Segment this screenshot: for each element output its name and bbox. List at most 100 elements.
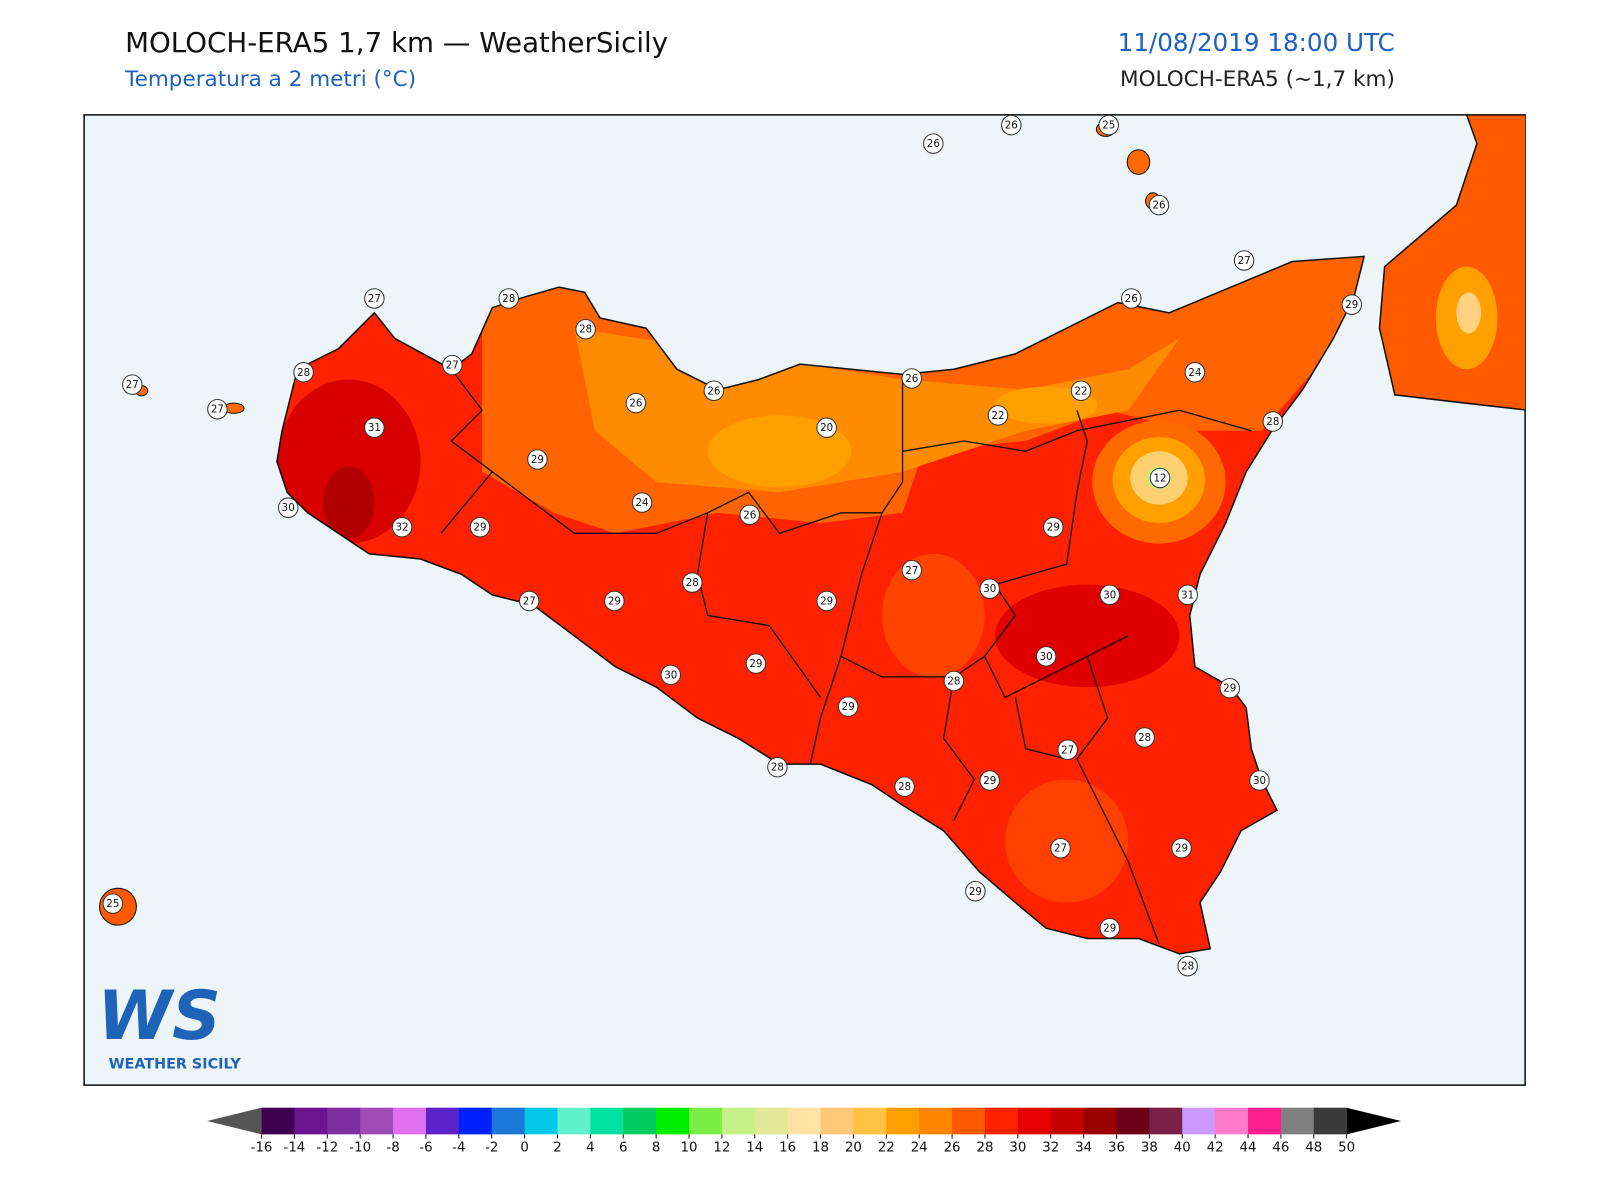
station-value: 29 xyxy=(1103,923,1116,935)
station-marker xyxy=(293,362,314,383)
station-value: 28 xyxy=(297,367,310,379)
station-marker xyxy=(1233,250,1255,271)
colorbar-bin xyxy=(984,1107,1019,1135)
station-value: 27 xyxy=(211,404,224,416)
station-marker xyxy=(391,516,413,538)
colorbar: -16 -14 -12 -10 -8 -6 -4 -2 0 2 4 6 8 10 12 14 16 18 20 22 2… xyxy=(207,1107,1402,1156)
station-value: 28 xyxy=(502,293,515,305)
colorbar-tick-label: 32 xyxy=(1042,1141,1059,1156)
station-value: 26 xyxy=(1125,293,1138,305)
station-value: 28 xyxy=(686,577,699,589)
station-value: 26 xyxy=(707,385,720,397)
colorbar-tick-label: 8 xyxy=(652,1141,660,1156)
station-value: 29 xyxy=(842,701,855,713)
station-marker xyxy=(364,417,385,438)
station-value: 29 xyxy=(969,886,982,898)
colorbar-tick-label: -14 xyxy=(284,1141,306,1156)
station-marker xyxy=(703,380,725,402)
station-value: 29 xyxy=(473,522,486,534)
colorbar-bin xyxy=(1083,1107,1117,1135)
colorbar-tick-label: 34 xyxy=(1075,1141,1092,1156)
station-marker xyxy=(943,670,965,692)
colorbar-tick-label: -16 xyxy=(251,1141,273,1156)
station-marker xyxy=(837,696,859,717)
station-marker xyxy=(816,417,837,438)
station-marker xyxy=(1171,837,1192,859)
station-marker xyxy=(122,374,143,395)
colorbar-tick-label: 30 xyxy=(1009,1141,1026,1156)
colorbar-tick-label: 16 xyxy=(779,1141,796,1156)
colorbar-tick-label: 46 xyxy=(1272,1141,1289,1156)
station-marker xyxy=(745,653,767,674)
station-value: 28 xyxy=(1181,961,1194,973)
station-marker xyxy=(1262,411,1284,432)
station-marker xyxy=(1148,194,1170,216)
colorbar-tick-label: 40 xyxy=(1174,1141,1191,1156)
station-value: 26 xyxy=(905,373,918,385)
station-marker xyxy=(739,504,760,526)
station-value: 29 xyxy=(1223,683,1236,695)
station-marker xyxy=(923,133,944,154)
station-marker xyxy=(682,572,703,593)
station-value: 27 xyxy=(523,596,536,608)
station-marker xyxy=(527,449,548,470)
station-value: 31 xyxy=(368,422,381,434)
colorbar-bin xyxy=(360,1107,394,1135)
colorbar-tick-label: 10 xyxy=(681,1141,698,1156)
station-marker xyxy=(1050,837,1071,859)
colorbar-tick-label: 28 xyxy=(976,1141,993,1156)
colorbar-bin xyxy=(754,1107,789,1135)
station-value: 27 xyxy=(1238,255,1251,267)
colorbar-bin xyxy=(623,1107,657,1135)
station-marker xyxy=(1149,467,1171,489)
station-value: 30 xyxy=(282,502,295,514)
colorbar-under xyxy=(207,1107,262,1135)
colorbar-bin xyxy=(919,1107,953,1135)
station-marker xyxy=(901,559,923,581)
station-marker xyxy=(442,354,463,376)
colorbar-bin xyxy=(886,1107,920,1135)
station-marker xyxy=(364,288,385,309)
model: MOLOCH-ERA5 (~1,7 km) xyxy=(1120,67,1395,92)
station-value: 25 xyxy=(106,898,119,910)
station-marker xyxy=(1043,516,1064,538)
colorbar-bin xyxy=(1149,1107,1183,1135)
colorbar-bin xyxy=(656,1107,690,1135)
station-marker xyxy=(1177,584,1198,606)
station-marker xyxy=(1184,362,1206,383)
station-marker xyxy=(965,881,986,902)
colorbar-bin xyxy=(524,1107,558,1135)
station-value: 24 xyxy=(1188,367,1201,379)
station-marker xyxy=(987,405,1009,426)
station-marker xyxy=(498,288,519,309)
logo: WS WEATHER SICILY xyxy=(97,976,241,1073)
colorbar-bin xyxy=(952,1107,986,1135)
colorbar-bin xyxy=(294,1107,328,1135)
station-marker xyxy=(277,497,299,518)
colorbar-bin xyxy=(1182,1107,1216,1135)
station-marker xyxy=(625,392,647,414)
colorbar-over xyxy=(1346,1107,1402,1135)
station-value: 26 xyxy=(629,398,642,410)
datetime: 11/08/2019 18:00 UTC xyxy=(1118,28,1395,57)
station-marker xyxy=(207,398,228,420)
title: MOLOCH-ERA5 1,7 km — WeatherSicily xyxy=(125,26,668,59)
station-marker xyxy=(469,516,491,538)
station-value: 26 xyxy=(1152,200,1165,212)
station-value: 30 xyxy=(983,583,996,595)
station-marker xyxy=(1035,646,1057,667)
colorbar-bin xyxy=(820,1107,854,1135)
colorbar-tick-label: 6 xyxy=(619,1141,627,1156)
station-value: 30 xyxy=(1253,775,1266,787)
colorbar-tick-label: 42 xyxy=(1207,1141,1224,1156)
station-value: 27 xyxy=(126,379,139,391)
station-value: 30 xyxy=(1103,589,1116,601)
station-value: 27 xyxy=(1054,843,1067,855)
logo-name: WEATHER SICILY xyxy=(109,1057,242,1073)
colorbar-bin xyxy=(1313,1107,1348,1135)
colorbar-bin xyxy=(689,1107,723,1135)
station-value: 25 xyxy=(1102,120,1115,132)
colorbar-tick-label: 44 xyxy=(1240,1141,1257,1156)
colorbar-bin xyxy=(853,1107,887,1135)
station-value: 29 xyxy=(1175,843,1188,855)
